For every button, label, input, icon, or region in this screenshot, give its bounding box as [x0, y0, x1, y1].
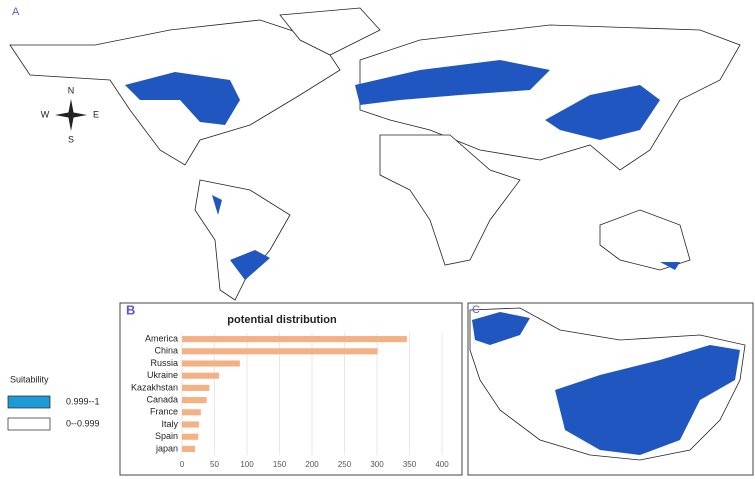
- y-tick-label: Canada: [146, 394, 178, 404]
- legend-swatch: [7, 417, 51, 431]
- x-tick-label: 200: [305, 460, 319, 469]
- bar: [182, 348, 378, 355]
- x-tick-label: 400: [435, 460, 449, 469]
- bar: [182, 397, 207, 404]
- y-tick-label: Russia: [150, 358, 178, 368]
- chart-title: potential distribution: [227, 314, 337, 326]
- compass-e: E: [93, 109, 99, 119]
- y-tick-label: America: [145, 333, 178, 343]
- bar: [182, 433, 199, 440]
- y-tick-label: France: [150, 407, 178, 417]
- legend-label: 0--0.999: [66, 418, 100, 428]
- compass: N E S W: [41, 85, 99, 144]
- bar: [182, 409, 201, 416]
- y-tick-label: China: [154, 346, 178, 356]
- bar: [182, 384, 210, 391]
- legend-swatch: [7, 395, 51, 409]
- y-tick-label: Kazakhstan: [131, 382, 178, 392]
- y-tick-label: Spain: [155, 431, 178, 441]
- x-tick-label: 100: [240, 460, 254, 469]
- panel-label: C: [472, 304, 480, 316]
- bar-chart: 0 50 100 150 200 250 300 350 400 America China Russ…: [131, 333, 449, 469]
- compass-s: S: [68, 134, 74, 144]
- x-tick-label: 50: [210, 460, 219, 469]
- x-tick-label: 350: [403, 460, 417, 469]
- legend: Suitability 0.999--1 0--0.999: [7, 374, 100, 431]
- legend-label: 0.999--1: [66, 396, 100, 406]
- compass-n: N: [68, 85, 75, 95]
- panel-label: B: [126, 302, 135, 317]
- bar: [182, 445, 195, 452]
- bar: [182, 336, 407, 343]
- x-tick-label: 300: [370, 460, 384, 469]
- bar: [182, 372, 220, 379]
- panel-label: A: [12, 6, 20, 18]
- bar: [182, 360, 240, 367]
- x-tick-label: 150: [273, 460, 287, 469]
- panel-b-frame: [119, 302, 463, 476]
- y-tick-label: japan: [155, 443, 178, 453]
- x-tick-label: 0: [180, 460, 185, 469]
- bar: [182, 421, 199, 428]
- panel-c: C: [467, 302, 754, 476]
- compass-w: W: [41, 109, 50, 119]
- y-tick-label: Ukraine: [147, 370, 178, 380]
- y-tick-label: Italy: [161, 419, 178, 429]
- world-map: A N E S W: [9, 6, 741, 301]
- x-tick-label: 250: [338, 460, 352, 469]
- legend-title: Suitability: [10, 374, 49, 384]
